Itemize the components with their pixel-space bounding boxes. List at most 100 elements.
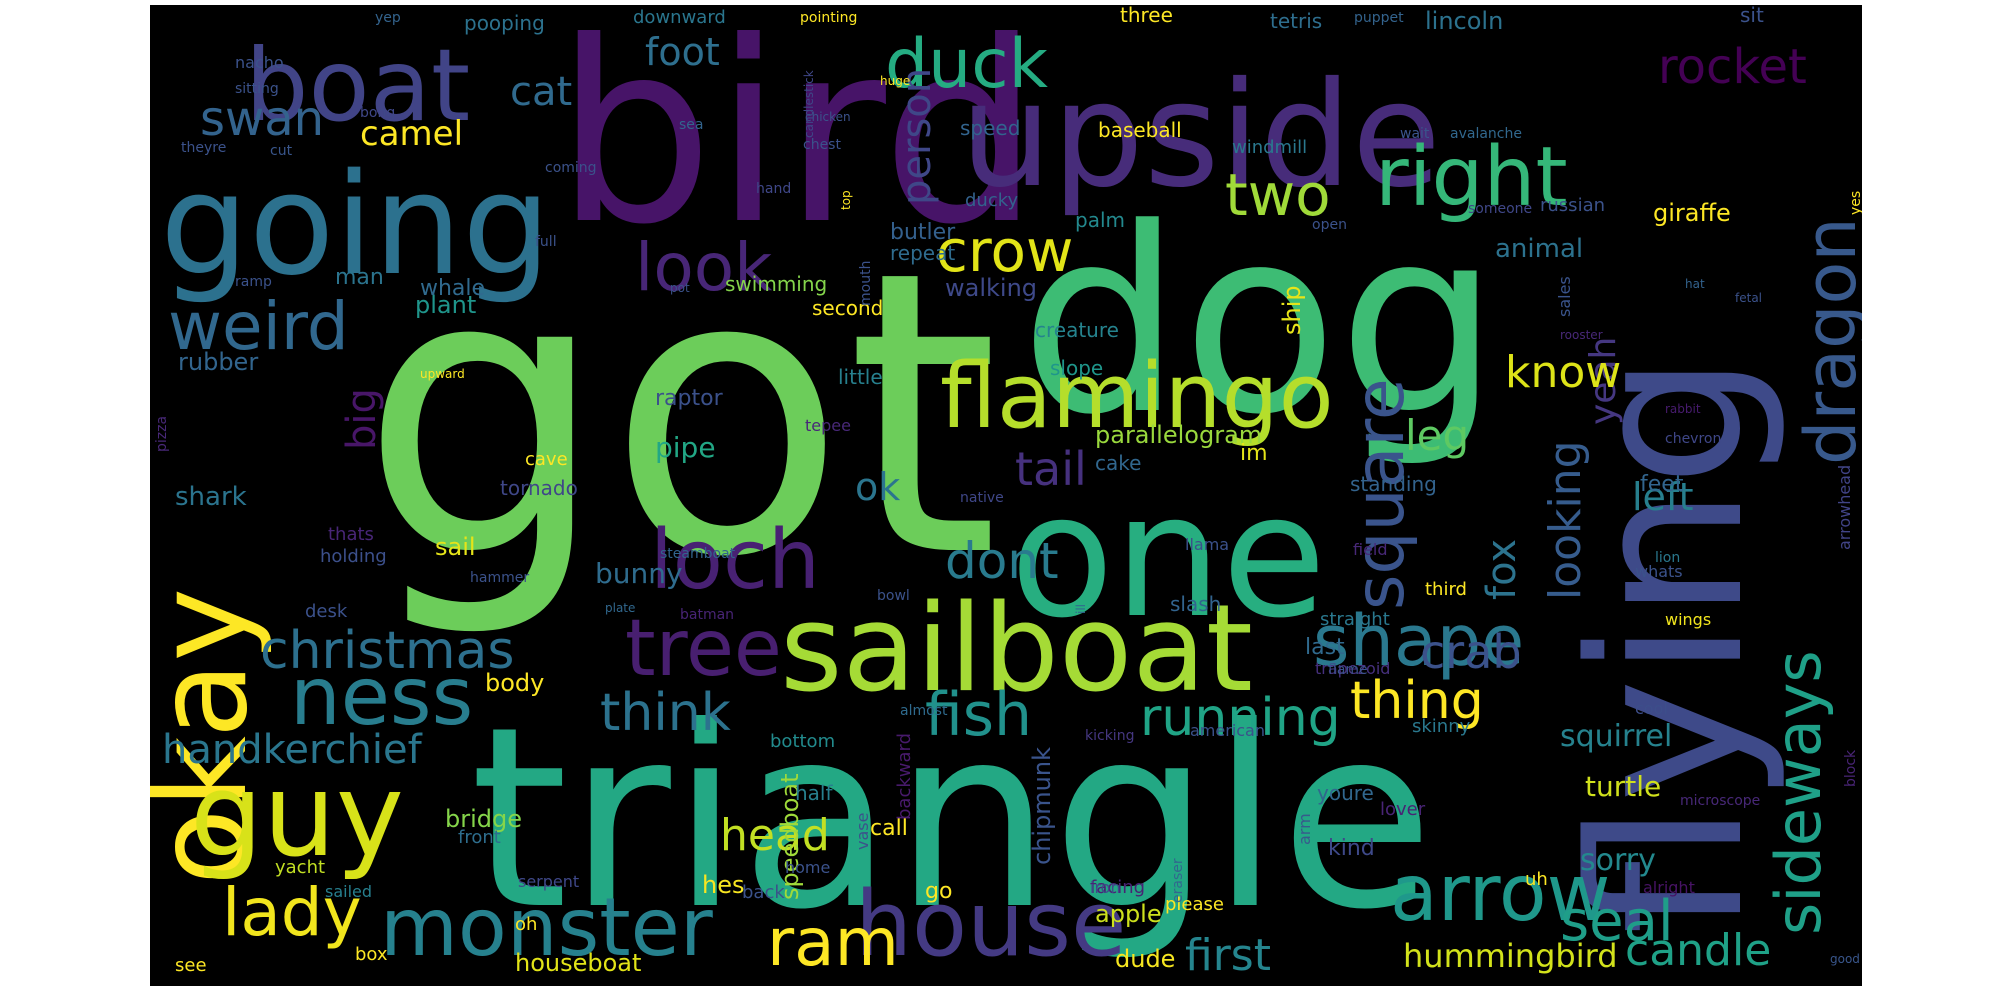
word-tree: tree [625, 604, 782, 694]
word-guy: guy [190, 749, 404, 883]
word-almost: almost [900, 703, 948, 719]
word-good: good [1830, 952, 1860, 966]
word-creature: creature [1035, 318, 1119, 342]
word-chevron: chevron [1665, 431, 1721, 447]
word-going: going [160, 144, 551, 307]
word-monster: monster [380, 881, 713, 974]
word-shark: shark [175, 482, 247, 512]
word-standing: standing [1350, 472, 1437, 496]
word-leg: leg [1405, 411, 1469, 460]
word-got: got [360, 188, 999, 642]
word-block: block [1843, 749, 1859, 787]
word-yes: yes [1848, 191, 1862, 215]
word-repeat: repeat [890, 241, 955, 265]
word-first: first [1185, 930, 1271, 981]
word-lion: lion [1655, 550, 1680, 566]
word-kicking: kicking [1085, 728, 1134, 744]
word-lover: lover [1380, 799, 1426, 820]
word-tepee: tepee [805, 416, 851, 435]
word-lincoln: lincoln [1425, 7, 1503, 35]
word-big: big [339, 388, 385, 450]
word-serpent: serpent [518, 872, 579, 891]
word-sorry: sorry [1580, 843, 1656, 878]
word-ram: ram [767, 904, 899, 981]
word-house: house [855, 872, 1126, 977]
word-pot: pot [670, 281, 690, 295]
word-top: top [839, 190, 853, 210]
word-handkerchief: handkerchief [162, 727, 423, 773]
word-mouth: mouth [858, 261, 874, 306]
word-sit: sit [1740, 5, 1764, 27]
word-ramp: ramp [235, 274, 272, 290]
word-candlestick: candlestick [802, 70, 816, 138]
word-slash: slash [1170, 592, 1221, 616]
word-pooping: pooping [464, 11, 545, 35]
word-sailed: sailed [325, 882, 372, 901]
word-avalanche: avalanche [1450, 126, 1522, 142]
word-skinny: skinny [1412, 716, 1471, 737]
word-flying: flying [1545, 354, 1790, 935]
word-body: body [485, 669, 544, 697]
word-vase: vase [853, 813, 872, 850]
word-apple: apple [1095, 900, 1162, 928]
word-yep: yep [375, 10, 401, 26]
word-flame: flame [1328, 662, 1368, 678]
word-cloud-panel: got bird dog triangle flying one upside going ok… [150, 5, 1862, 986]
word-loch: loch [650, 513, 820, 608]
word-ill: ill [1074, 604, 1088, 614]
word-full: full [535, 234, 557, 250]
word-sail: sail [435, 533, 476, 561]
word-yeah: yeah [1583, 337, 1624, 425]
word-tornado: tornado [500, 476, 578, 500]
word-man: man [335, 265, 384, 290]
word-eraser: eraser [1170, 858, 1186, 903]
word-sideways: sideways [1762, 650, 1835, 935]
word-foot: foot [645, 30, 720, 74]
word-go: go [925, 879, 952, 904]
word-chest: chest [803, 137, 841, 153]
word-call: call [870, 816, 908, 841]
word-half: half [795, 781, 833, 805]
word-pizza: pizza [154, 416, 170, 452]
word-okay: okay [150, 588, 275, 885]
word-bridge: bridge [445, 805, 522, 833]
word-square: square [1341, 378, 1420, 610]
word-whale: whale [420, 276, 485, 301]
word-facing: facing [1090, 877, 1145, 898]
word-pipe: pipe [655, 431, 716, 464]
word-backward: backward [894, 733, 915, 820]
word-hand: hand [756, 181, 791, 197]
word-wings: wings [1665, 610, 1711, 629]
word-squirrel: squirrel [1560, 719, 1672, 754]
word-ship: ship [1278, 285, 1306, 335]
word-animal: animal [1495, 234, 1583, 264]
word-giraffe: giraffe [1653, 199, 1731, 227]
word-camel: camel [360, 114, 463, 154]
word-open: open [1312, 217, 1347, 233]
word-russian: russian [1540, 195, 1605, 216]
word-walking: walking [945, 274, 1037, 302]
word-tail: tail [1015, 442, 1087, 496]
word-pointing: pointing [800, 10, 857, 26]
word-downward: downward [633, 7, 726, 28]
word-youre: youre [1317, 781, 1374, 805]
word-arm: arm [1295, 813, 1314, 845]
word-speed: speed [960, 116, 1020, 140]
word-ducky: ducky [965, 190, 1019, 211]
word-sea: sea [679, 117, 704, 133]
word-know: know [1505, 347, 1621, 398]
word-cave: cave [525, 449, 568, 470]
word-batman: batman [680, 607, 734, 623]
word-dont: dont [945, 532, 1059, 590]
word-back: back [742, 882, 785, 903]
word-theyre: theyre [181, 140, 226, 156]
word-iron: iron [1090, 878, 1121, 897]
word-ok: ok [855, 465, 900, 509]
word-sitting: sitting [235, 81, 279, 97]
word-seal: seal [1560, 889, 1674, 954]
word-bird: bird [555, 5, 1040, 279]
word-bowl: bowl [877, 588, 910, 604]
word-box: box [355, 944, 388, 965]
word-desk: desk [305, 601, 348, 622]
